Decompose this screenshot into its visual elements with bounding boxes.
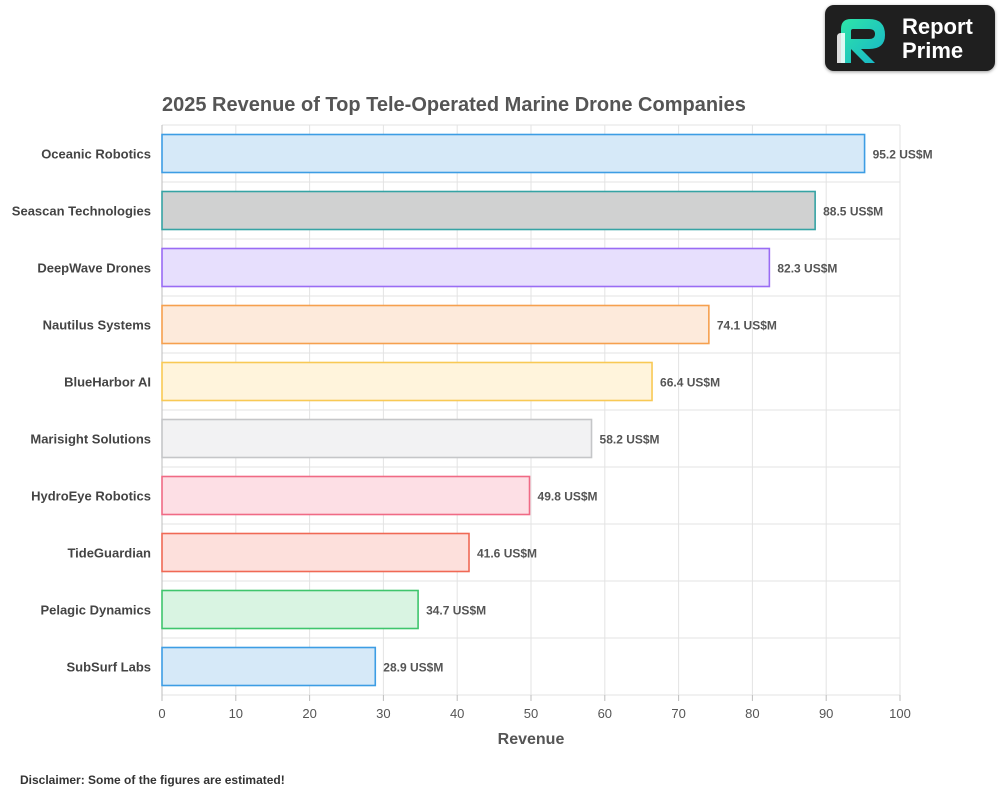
brand-line-1: Report (902, 14, 973, 39)
value-label: 34.7 US$M (426, 604, 486, 618)
category-label: Oceanic Robotics (41, 147, 151, 162)
report-prime-logo[interactable]: Report Prime (825, 5, 995, 71)
bar[interactable] (161, 589, 419, 630)
value-label: 74.1 US$M (717, 319, 777, 333)
x-tick-label: 30 (376, 706, 390, 721)
category-label: TideGuardian (67, 546, 151, 561)
bar[interactable] (161, 304, 710, 345)
value-labels: 95.2 US$M 88.5 US$M 82.3 US$M 74.1 US$M 66.4… (383, 148, 932, 675)
bar[interactable] (161, 133, 866, 174)
x-tick-label: 40 (450, 706, 464, 721)
x-tick-label: 80 (745, 706, 759, 721)
bars (161, 133, 866, 687)
category-label: Marisight Solutions (30, 432, 151, 447)
value-label: 82.3 US$M (777, 262, 837, 276)
x-tick-label: 60 (598, 706, 612, 721)
x-tick-label: 10 (229, 706, 243, 721)
category-label: DeepWave Drones (37, 261, 151, 276)
category-label: Pelagic Dynamics (40, 603, 151, 618)
category-label: Nautilus Systems (43, 318, 151, 333)
value-label: 49.8 US$M (538, 490, 598, 504)
value-label: 66.4 US$M (660, 376, 720, 390)
x-axis-ticks: 0 10 20 30 40 50 60 70 80 90 100 (158, 695, 911, 721)
bar[interactable] (161, 475, 531, 516)
value-label: 58.2 US$M (600, 433, 660, 447)
category-label: Seascan Technologies (12, 204, 151, 219)
value-label: 28.9 US$M (383, 661, 443, 675)
report-prime-logo-icon (837, 19, 885, 63)
report-prime-logo-text: Report Prime (902, 15, 973, 63)
value-label: 95.2 US$M (873, 148, 933, 162)
x-tick-label: 100 (889, 706, 911, 721)
bar[interactable] (161, 247, 771, 288)
x-tick-label: 0 (158, 706, 165, 721)
value-label: 88.5 US$M (823, 205, 883, 219)
disclaimer-text: Disclaimer: Some of the figures are esti… (20, 773, 285, 787)
bar[interactable] (161, 190, 816, 231)
category-label: BlueHarbor AI (64, 375, 151, 390)
x-tick-label: 70 (671, 706, 685, 721)
bar[interactable] (161, 646, 377, 687)
category-label: SubSurf Labs (66, 660, 151, 675)
x-tick-label: 20 (302, 706, 316, 721)
category-labels: Oceanic Robotics Seascan Technologies Deep… (12, 147, 151, 675)
x-axis-title: Revenue (498, 731, 565, 748)
category-label: HydroEye Robotics (31, 489, 151, 504)
bar[interactable] (161, 418, 593, 459)
chart-title: 2025 Revenue of Top Tele-Operated Marine… (162, 94, 746, 116)
bar[interactable] (161, 361, 653, 402)
x-tick-label: 50 (524, 706, 538, 721)
value-label: 41.6 US$M (477, 547, 537, 561)
brand-line-2: Prime (902, 38, 964, 63)
bar[interactable] (161, 532, 470, 573)
x-tick-label: 90 (819, 706, 833, 721)
